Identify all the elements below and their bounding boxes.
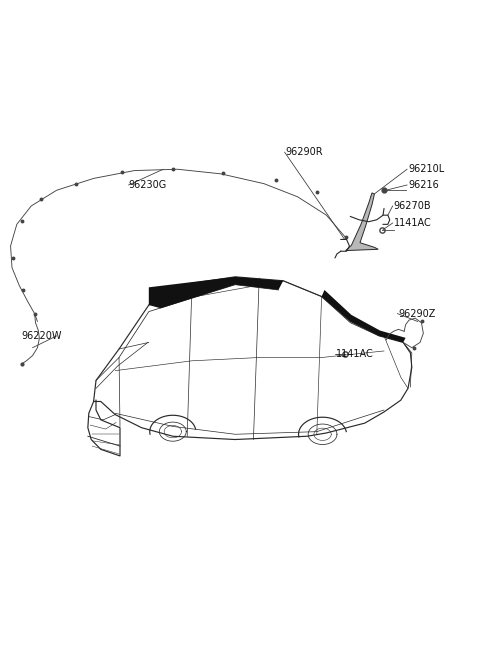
Text: 96290Z: 96290Z (398, 308, 436, 319)
Text: 96290R: 96290R (286, 147, 323, 157)
Polygon shape (322, 290, 406, 342)
Text: 96230G: 96230G (129, 180, 167, 190)
Text: 96210L: 96210L (408, 164, 444, 174)
Text: 1141AC: 1141AC (336, 349, 374, 359)
Polygon shape (346, 193, 378, 251)
Text: 96270B: 96270B (394, 201, 431, 211)
Polygon shape (149, 277, 283, 308)
Text: 96216: 96216 (408, 180, 439, 190)
Text: 1141AC: 1141AC (394, 218, 432, 228)
Text: 96220W: 96220W (22, 331, 62, 341)
